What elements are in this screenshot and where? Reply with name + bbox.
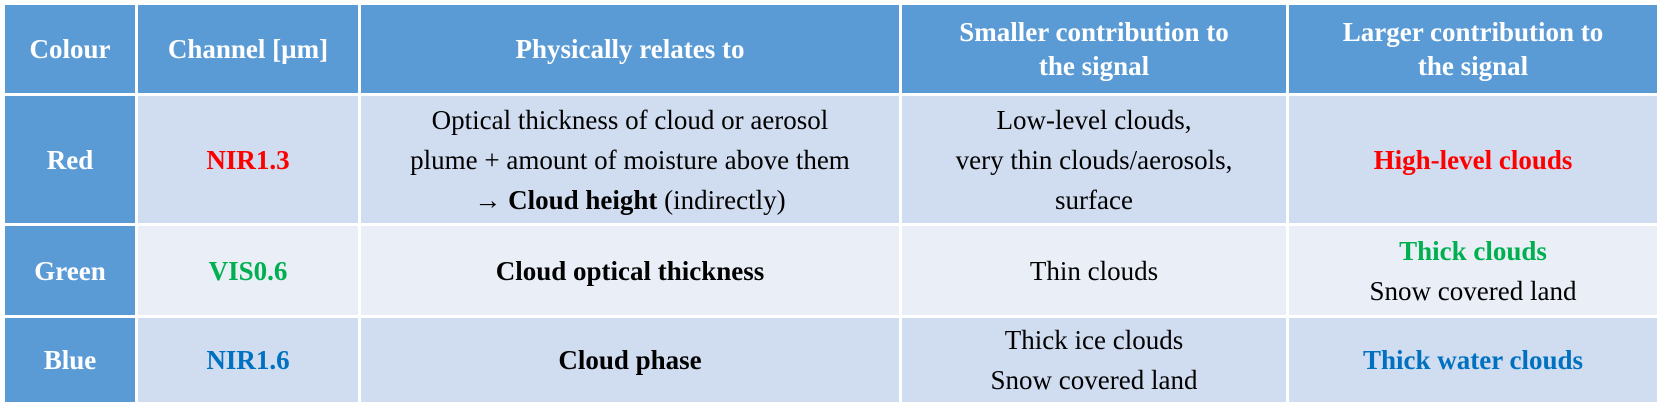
- cell-text: High-level clouds: [1373, 144, 1573, 175]
- smaller-cell: Low-level clouds, very thin clouds/aeroso…: [902, 96, 1286, 223]
- larger-cell: Thick water clouds: [1289, 318, 1657, 402]
- relates-cell: Cloud optical thickness: [361, 226, 899, 315]
- channel: NIR1.6: [206, 345, 290, 375]
- header-cell: Physically relates to: [361, 5, 899, 93]
- colour-name: Red: [46, 144, 94, 175]
- channel: NIR1.3: [206, 144, 290, 175]
- relates-cell: Cloud phase: [361, 318, 899, 402]
- cell-text: surface: [1055, 184, 1133, 215]
- cell-text: Cloud height: [508, 184, 658, 215]
- table: Colour Channel [µm] Physically relates t…: [5, 5, 1657, 402]
- header-text: Smaller contribution to: [959, 17, 1229, 47]
- cell-text: →: [474, 184, 502, 215]
- relates-cell: Optical thickness of cloud or aerosol plu…: [361, 96, 899, 223]
- header-text: Larger contribution to: [1342, 17, 1604, 47]
- header-text: Colour: [29, 34, 111, 64]
- header-text: Channel [µm]: [167, 34, 329, 64]
- smaller-cell: Thin clouds: [902, 226, 1286, 315]
- header-text: the signal: [1038, 51, 1150, 81]
- larger-cell: Thick clouds Snow covered land: [1289, 226, 1657, 315]
- cell-text: Snow covered land: [1369, 275, 1577, 306]
- colour-name: Green: [34, 255, 106, 286]
- cell-text: Thin clouds: [1029, 255, 1159, 286]
- cell-text: Cloud phase: [558, 345, 702, 375]
- larger-cell: High-level clouds: [1289, 96, 1657, 223]
- header-cell: Colour: [5, 5, 135, 93]
- cell-text: Low-level clouds,: [996, 104, 1192, 135]
- header-cell: Larger contribution to the signal: [1289, 5, 1657, 93]
- colour-cell: Blue: [5, 318, 135, 402]
- cell-text: (indirectly): [664, 184, 786, 215]
- colour-name: Blue: [43, 345, 97, 375]
- cell-text: plume + amount of moisture above them: [410, 144, 850, 175]
- cell-text: Thick clouds: [1399, 235, 1547, 266]
- cell-text: Optical thickness of cloud or aerosol: [431, 104, 829, 135]
- colour-cell: Green: [5, 226, 135, 315]
- cell-text: Snow covered land: [990, 365, 1198, 395]
- cell-text: Thick ice clouds: [1004, 325, 1184, 355]
- header-cell: Channel [µm]: [138, 5, 358, 93]
- cell-text: very thin clouds/aerosols,: [955, 144, 1233, 175]
- header-text: Physically relates to: [515, 34, 745, 64]
- smaller-cell: Thick ice clouds Snow covered land: [902, 318, 1286, 402]
- cell-text: Cloud optical thickness: [495, 255, 765, 286]
- cell-text: Thick water clouds: [1362, 345, 1584, 375]
- header-text: the signal: [1417, 51, 1529, 81]
- header-cell: Smaller contribution to the signal: [902, 5, 1286, 93]
- channel-cell: NIR1.3: [138, 96, 358, 223]
- channel-cell: NIR1.6: [138, 318, 358, 402]
- colour-cell: Red: [5, 96, 135, 223]
- channel: VIS0.6: [208, 255, 288, 286]
- channel-cell: VIS0.6: [138, 226, 358, 315]
